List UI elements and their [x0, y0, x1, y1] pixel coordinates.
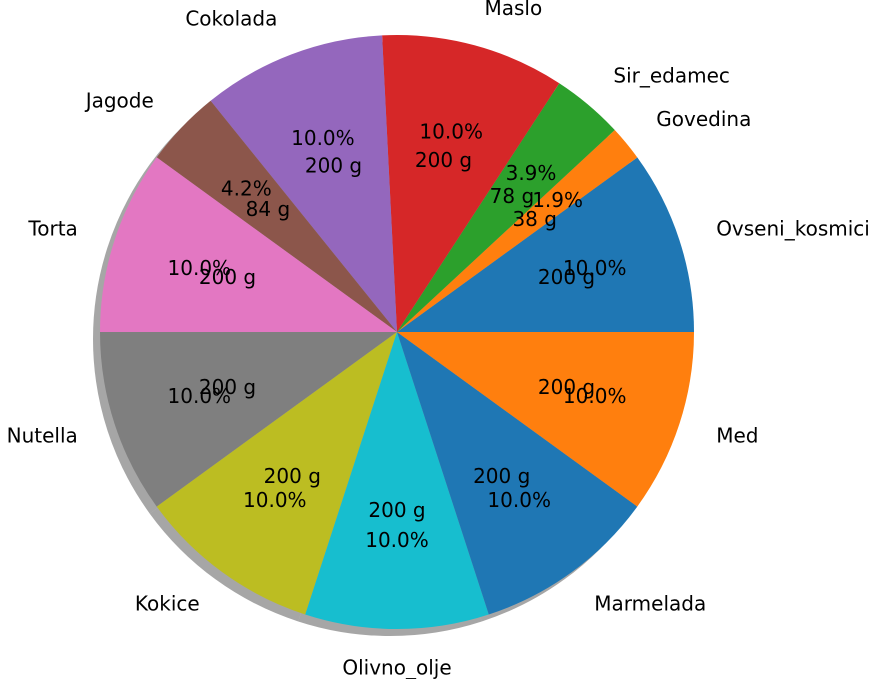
slice-torta	[100, 157, 397, 332]
value-label-kokice: 200 g	[264, 464, 321, 488]
category-label-med: Med	[716, 424, 758, 448]
percent-label-maslo: 10.0%	[419, 119, 483, 143]
percent-label-govedina: 1.9%	[532, 188, 583, 212]
value-label-govedina: 38 g	[512, 207, 557, 231]
category-label-nutella: Nutella	[7, 424, 78, 448]
value-label-cokolada: 200 g	[305, 154, 362, 178]
percent-label-sir-edamec: 3.9%	[506, 161, 557, 185]
value-label-maslo: 200 g	[415, 148, 472, 172]
percent-label-olivno-olje: 10.0%	[365, 528, 429, 552]
slice-ovseni-kosmici	[397, 157, 694, 332]
percent-label-nutella: 10.0%	[168, 384, 232, 408]
value-label-med: 200 g	[538, 375, 595, 399]
value-label-sir-edamec: 78 g	[490, 184, 535, 208]
value-label-marmelada: 200 g	[473, 464, 530, 488]
value-label-ovseni-kosmici: 200 g	[538, 265, 595, 289]
slice-nutella	[100, 332, 397, 507]
percent-label-torta: 10.0%	[168, 256, 232, 280]
slice-govedina	[397, 130, 638, 332]
value-label-torta: 200 g	[199, 265, 256, 289]
percent-label-med: 10.0%	[563, 384, 627, 408]
category-label-sir-edamec: Sir_edamec	[613, 63, 730, 87]
category-label-maslo: Maslo	[485, 0, 543, 20]
slice-cokolada	[210, 35, 397, 332]
slice-sir-edamec	[397, 83, 615, 332]
category-label-marmelada: Marmelada	[594, 592, 706, 616]
category-label-olivno-olje: Olivno_olje	[342, 656, 451, 679]
category-label-kokice: Kokice	[135, 592, 200, 616]
percent-label-jagode: 4.2%	[221, 177, 272, 201]
value-label-olivno-olje: 200 g	[368, 498, 425, 522]
percent-label-ovseni-kosmici: 10.0%	[563, 256, 627, 280]
slice-med	[397, 332, 694, 507]
category-label-cokolada: Cokolada	[185, 6, 277, 30]
slice-jagode	[156, 100, 397, 333]
pie-slices	[100, 35, 694, 630]
slice-olivno-olje	[305, 332, 489, 630]
slice-maslo	[382, 35, 560, 332]
category-label-torta: Torta	[27, 216, 77, 240]
slice-marmelada	[397, 332, 638, 615]
category-label-ovseni-kosmici: Ovseni_kosmici	[716, 216, 870, 240]
category-label-govedina: Govedina	[656, 107, 751, 131]
slice-kokice	[156, 332, 397, 615]
category-label-jagode: Jagode	[84, 89, 154, 113]
value-label-nutella: 200 g	[199, 375, 256, 399]
value-label-jagode: 84 g	[246, 197, 291, 221]
percent-label-kokice: 10.0%	[243, 488, 307, 512]
percent-label-marmelada: 10.0%	[487, 488, 551, 512]
percent-label-cokolada: 10.0%	[291, 126, 355, 150]
